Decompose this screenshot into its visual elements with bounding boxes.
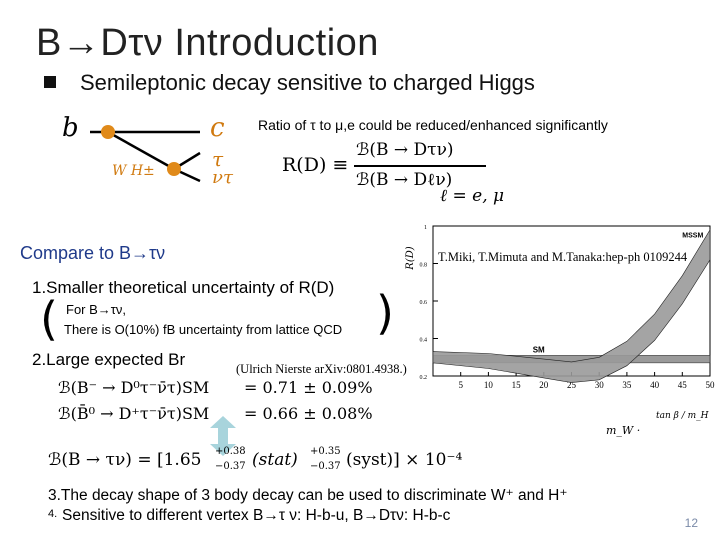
y-tick-label: 1 [424, 225, 427, 231]
ratio-denominator: ℬ(B → Dℓν) [356, 170, 453, 190]
x-tick-label: 25 [567, 380, 577, 390]
x-tick-label: 30 [595, 380, 605, 390]
ratio-numerator: ℬ(B → Dτν) [356, 140, 454, 160]
item-1-sub-1: For B→τν, [66, 302, 127, 317]
c-quark-label: c [210, 113, 225, 143]
x-tick-label: 10 [484, 380, 494, 390]
y-axis-label: R(D) [405, 246, 416, 270]
item-1-sub-2: There is O(10%) fB uncertainty from latt… [64, 322, 343, 337]
eq3-lhs: ℬ(B → τν) = [1.65 [48, 450, 202, 470]
chart-reference: T.Miki, T.Mimuta and M.Tanaka:hep-ph 010… [438, 250, 688, 264]
item-4-number: 4. [48, 508, 58, 520]
eq3-err-up-2: +0.35 [310, 446, 341, 457]
x-axis-prefix: m_W · [606, 424, 640, 437]
eq1-rhs: = 0.71 ± 0.09% [244, 378, 373, 397]
mssm-band [432, 228, 711, 383]
eq3-syst: (syst)] × 10⁻⁴ [346, 450, 463, 470]
eq1-lhs: ℬ(B⁻ → D⁰τ⁻ν̄τ)SM [58, 378, 210, 397]
double-arrow-icon [208, 416, 238, 456]
nu-tau-label: ντ [212, 167, 233, 188]
right-paren: ) [376, 286, 394, 340]
lepton-definition: ℓ = e, μ [440, 186, 505, 206]
y-tick-label: 0.6 [420, 300, 428, 306]
page-number: 12 [684, 516, 698, 530]
slide-title: B→Dτν Introduction [36, 22, 379, 64]
x-tick-label: 35 [622, 380, 632, 390]
item-4: Sensitive to different vertex B→τ ν: H-b… [62, 507, 451, 524]
fraction-bar [354, 165, 486, 167]
x-axis-label: tan β / m_H [656, 411, 709, 421]
x-tick-label: 15 [512, 380, 521, 390]
boson-label: W H± [112, 163, 155, 179]
r-d-chart: 1 0.8 0.6 0.4 0.2 5 10 15 20 25 30 35 40 45 50 R(D) m_W … [398, 218, 716, 448]
tau-label: τ [212, 147, 224, 171]
mssm-series-label: MSSM [682, 232, 703, 239]
x-tick-label: 20 [539, 380, 549, 390]
eq3-stat: (stat) [252, 450, 298, 470]
x-tick-label: 40 [650, 380, 660, 390]
item-2: 2.Large expected Br [32, 350, 186, 369]
eq3-err-down-2: −0.37 [310, 461, 341, 472]
r-d-chart-svg: 1 0.8 0.6 0.4 0.2 5 10 15 20 25 30 35 40 45 50 R(D) m_W … [405, 225, 716, 437]
compare-heading: Compare to B→τν [20, 243, 166, 263]
slide-subtitle: Semileptonic decay sensitive to charged … [80, 70, 535, 95]
y-tick-label: 0.8 [420, 263, 428, 269]
eq2-rhs: = 0.66 ± 0.08% [244, 404, 373, 423]
item-3: 3.The decay shape of 3 body decay can be… [48, 487, 568, 504]
x-tick-label: 5 [458, 380, 463, 390]
item-1: 1.Smaller theoretical uncertainty of R(D… [32, 278, 335, 297]
eq2-lhs: ℬ(B̄⁰ → D⁺τ⁻ν̄τ)SM [58, 404, 210, 423]
left-paren: ( [40, 292, 58, 346]
bullet-square-icon [44, 76, 56, 88]
eq3-err-up-1: +0.38 [215, 446, 246, 457]
ratio-lhs: R(D) ≡ [282, 154, 349, 176]
x-tick-label: 50 [706, 380, 716, 390]
x-tick-label: 45 [678, 380, 688, 390]
ratio-note: Ratio of τ to μ,e could be reduced/enhan… [258, 117, 608, 133]
eq3-err-down-1: −0.37 [215, 461, 246, 472]
y-tick-label: 0.2 [420, 375, 428, 381]
feynman-diagram: b c τ ντ W H± [62, 105, 252, 195]
sm-series-label: SM [533, 346, 545, 355]
ulrich-reference: (Ulrich Nierste arXiv:0801.4938.) [236, 362, 407, 376]
b-quark-label: b [62, 113, 79, 143]
y-tick-label: 0.4 [420, 338, 428, 344]
feynman-diagram-svg [90, 125, 201, 183]
